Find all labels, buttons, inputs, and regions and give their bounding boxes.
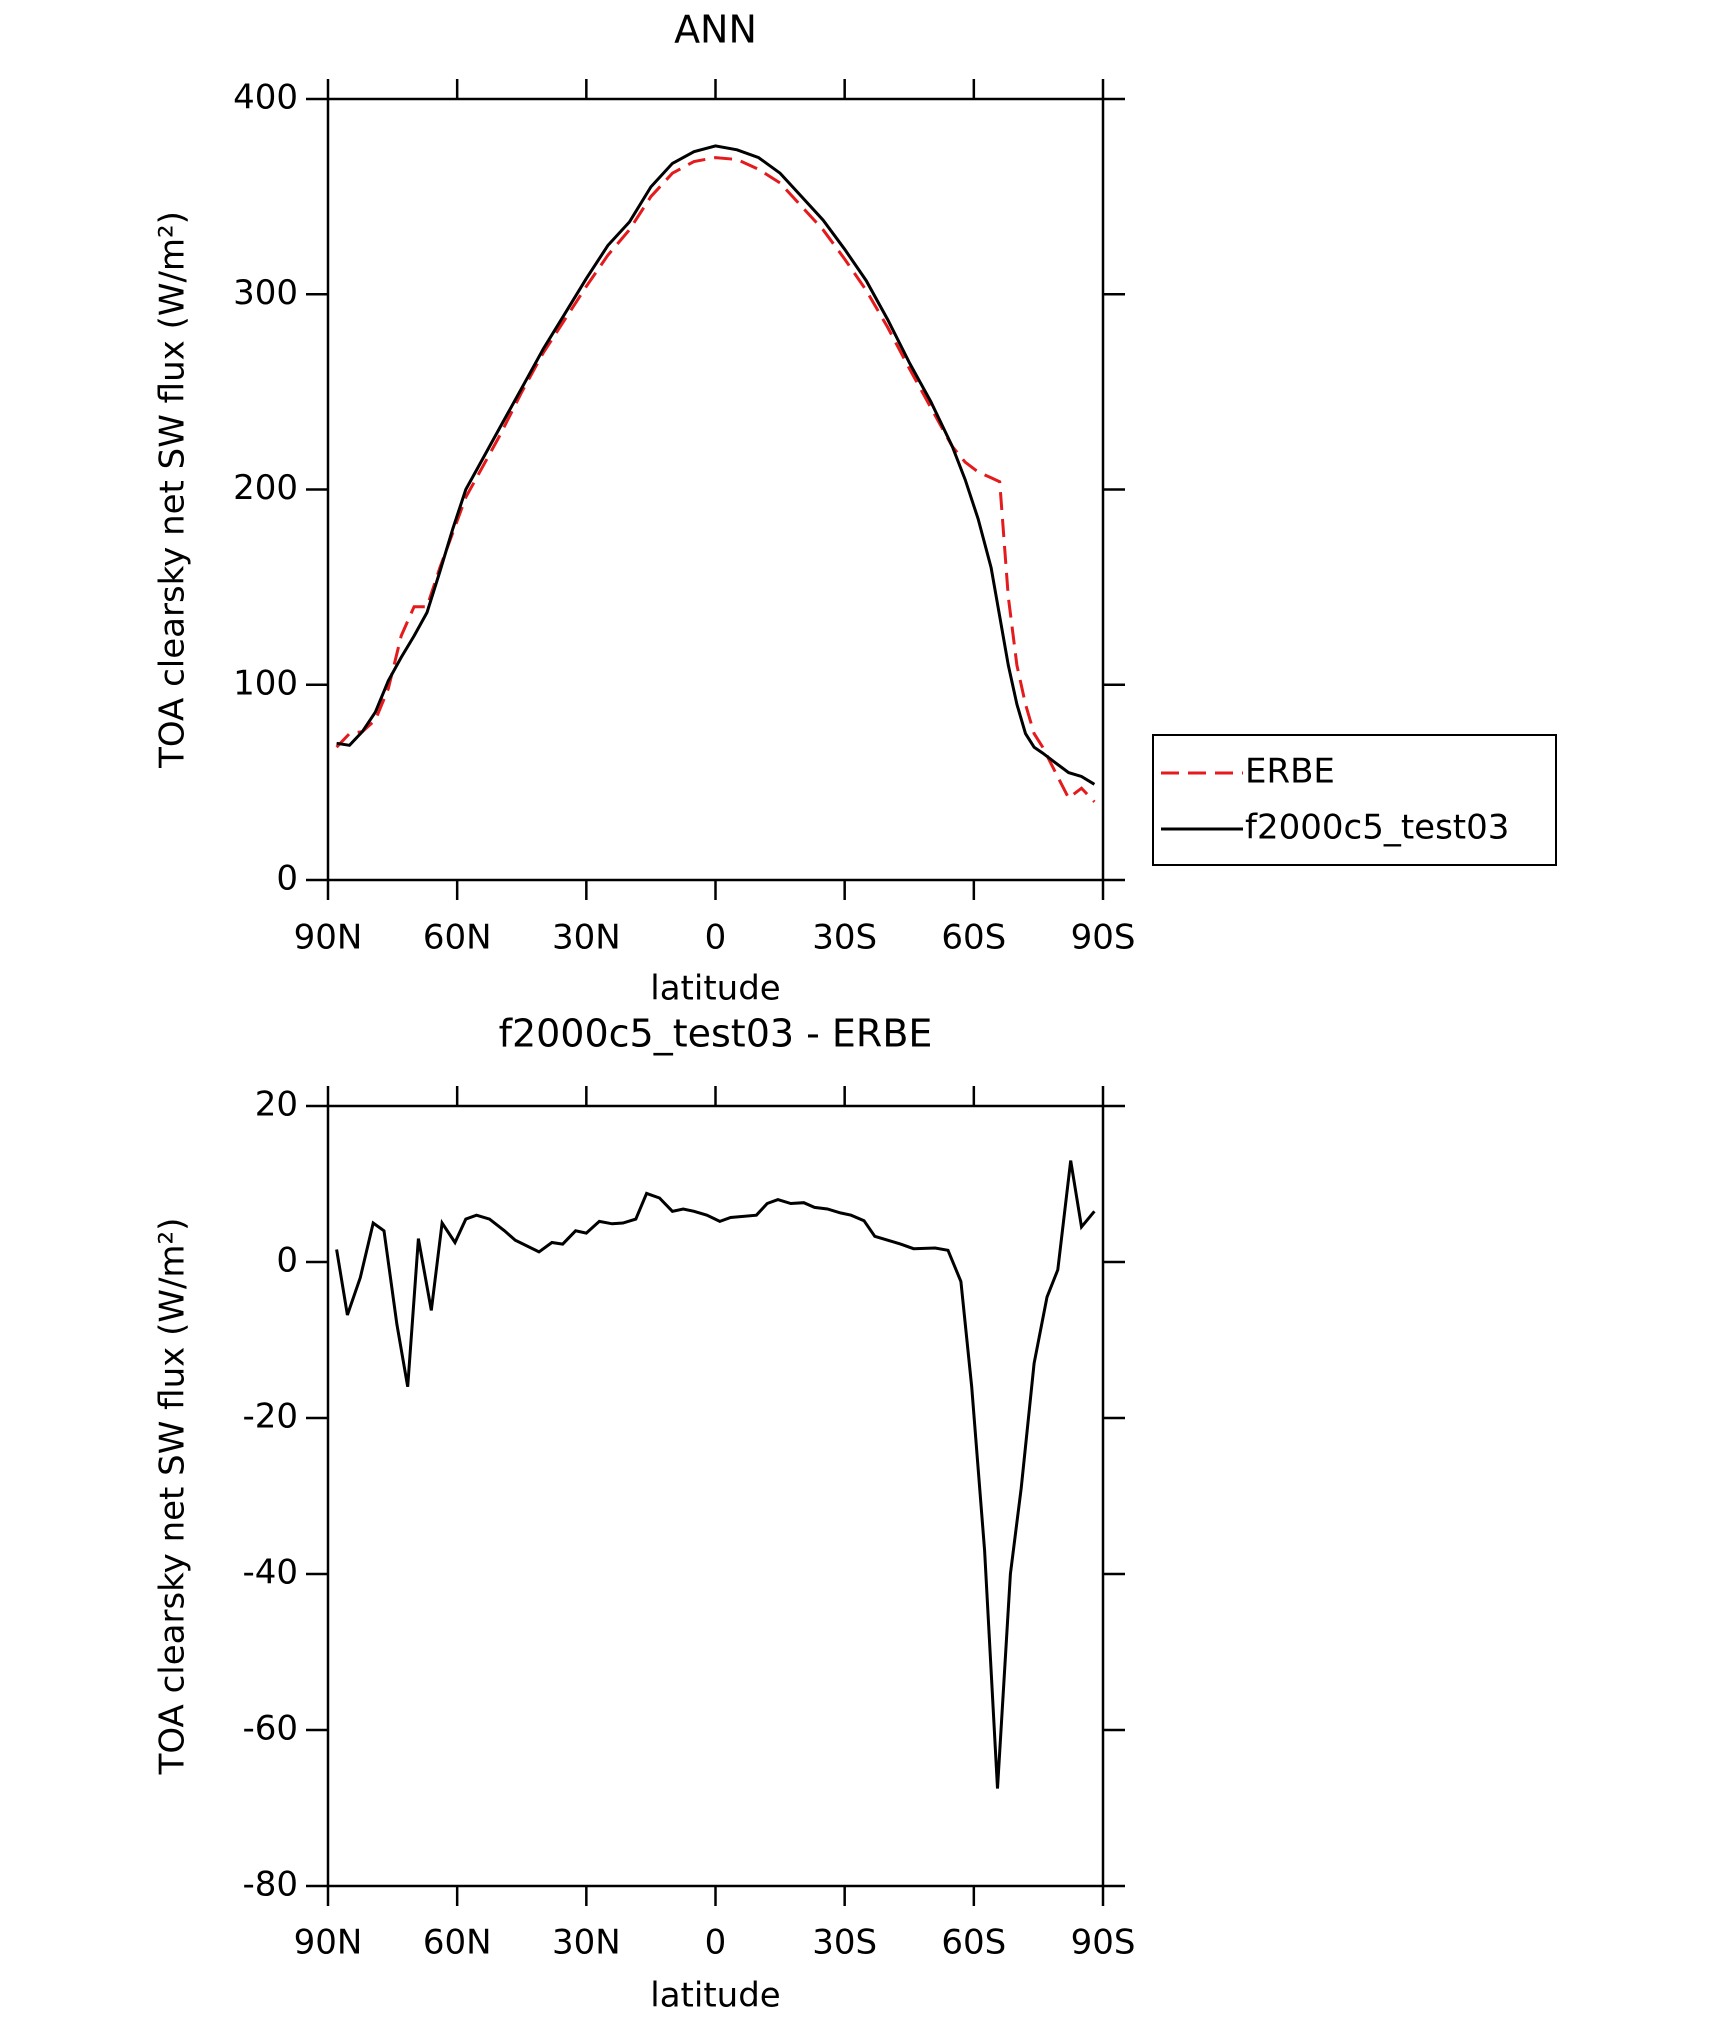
- legend-label: f2000c5_test03: [1245, 808, 1509, 848]
- chart-title: ANN: [674, 8, 757, 52]
- x-tick-label: 30N: [552, 1923, 621, 1963]
- chart-title: f2000c5_test03 - ERBE: [499, 1012, 933, 1056]
- plot-frame: [326, 1104, 1105, 1888]
- x-tick-label: 90N: [294, 1923, 363, 1963]
- y-tick-label: -20: [242, 1397, 298, 1437]
- y-tick-label: 100: [233, 663, 298, 703]
- y-tick-label: 400: [233, 78, 298, 118]
- data-line: [335, 156, 1096, 803]
- y-tick-label: 0: [276, 1241, 298, 1281]
- x-axis-label: latitude: [650, 969, 780, 1009]
- x-tick-label: 90N: [294, 918, 363, 958]
- y-tick-label: 20: [255, 1085, 298, 1125]
- x-tick-label: 30S: [812, 918, 877, 958]
- legend-box: [1152, 734, 1557, 866]
- y-tick-label: -80: [242, 1865, 298, 1905]
- x-tick-label: 60N: [423, 918, 492, 958]
- y-tick-label: -60: [242, 1709, 298, 1749]
- y-tick-label: -40: [242, 1553, 298, 1593]
- y-tick-label: 300: [233, 273, 298, 313]
- y-axis-label: TOA clearsky net SW flux (W/m²): [153, 1218, 193, 1776]
- x-tick-label: 0: [705, 918, 727, 958]
- x-tick-label: 0: [705, 1923, 727, 1963]
- y-tick-label: 0: [276, 859, 298, 899]
- x-tick-label: 60S: [941, 1923, 1006, 1963]
- chart: f2000c5_test03 - ERBE latitude TOA clearsk…: [153, 1012, 1136, 2016]
- data-line: [335, 1160, 1096, 1789]
- chart: ANN latitude TOA clearsky net SW flux (W/m…: [153, 8, 1557, 1009]
- x-tick-label: 30S: [812, 1923, 877, 1963]
- x-tick-label: 90S: [1071, 918, 1136, 958]
- x-tick-label: 60N: [423, 1923, 492, 1963]
- y-tick-label: 200: [233, 468, 298, 508]
- data-line: [336, 144, 1096, 786]
- legend-label: ERBE: [1245, 752, 1335, 792]
- x-tick-label: 90S: [1071, 1923, 1136, 1963]
- x-tick-label: 60S: [941, 918, 1006, 958]
- x-axis-label: latitude: [650, 1976, 780, 2016]
- y-axis-label: TOA clearsky net SW flux (W/m²): [153, 211, 193, 769]
- plot-frame: [326, 97, 1105, 882]
- x-tick-label: 30N: [552, 918, 621, 958]
